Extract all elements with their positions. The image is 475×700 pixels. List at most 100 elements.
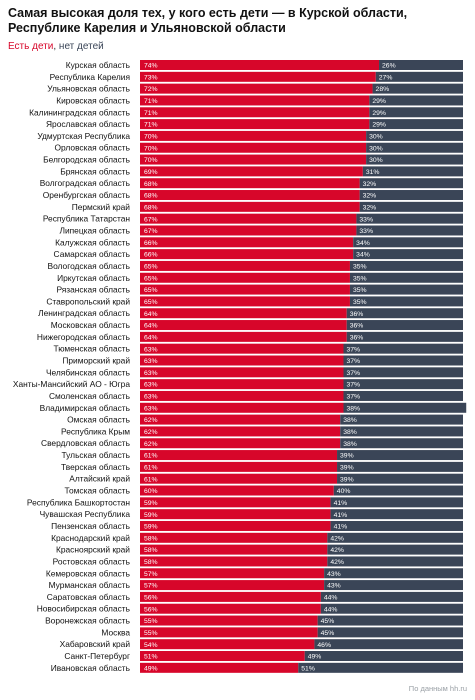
value-label-has-children: 70%: [144, 134, 158, 141]
value-label-has-children: 59%: [144, 512, 158, 519]
bar-no-children: [330, 509, 463, 520]
bar-no-children: [343, 367, 463, 378]
bar-no-children: [330, 520, 463, 531]
value-label-has-children: 65%: [144, 299, 158, 306]
bar-has-children: [140, 520, 331, 531]
bar-has-children: [140, 390, 344, 401]
value-label-no-children: 42%: [330, 535, 344, 542]
value-label-has-children: 61%: [144, 464, 158, 471]
bar-no-children: [324, 580, 463, 591]
bar-no-children: [346, 331, 463, 342]
bar-has-children: [140, 544, 328, 555]
category-label: Чувашская Республика: [40, 509, 131, 519]
bar-has-children: [140, 95, 370, 106]
bar-has-children: [140, 426, 341, 437]
value-label-no-children: 30%: [369, 145, 383, 152]
value-label-has-children: 65%: [144, 287, 158, 294]
bar-has-children: [140, 461, 338, 472]
value-label-no-children: 29%: [372, 98, 386, 105]
value-label-has-children: 60%: [144, 488, 158, 495]
legend-has-children: Есть дети: [8, 41, 54, 52]
bar-has-children: [140, 83, 373, 94]
value-label-no-children: 37%: [346, 394, 360, 401]
bar-no-children: [337, 473, 463, 484]
category-label: Рязанская область: [56, 285, 130, 295]
bar-no-children: [324, 568, 463, 579]
category-label: Брянская область: [60, 166, 130, 176]
category-label: Кировская область: [56, 95, 130, 105]
value-label-no-children: 39%: [340, 476, 354, 483]
value-label-no-children: 29%: [372, 122, 386, 129]
bar-no-children: [369, 107, 463, 118]
bar-no-children: [340, 438, 463, 449]
bar-has-children: [140, 331, 347, 342]
bar-no-children: [317, 615, 463, 626]
value-label-has-children: 65%: [144, 275, 158, 282]
category-label: Московская область: [51, 320, 131, 330]
bar-has-children: [140, 651, 305, 661]
category-label: Ульяновская область: [47, 84, 130, 94]
category-label: Пермский край: [72, 202, 131, 212]
value-label-has-children: 67%: [144, 216, 158, 223]
category-label: Волгоградская область: [40, 178, 131, 188]
category-label: Липецкая область: [59, 225, 130, 235]
value-label-no-children: 32%: [363, 193, 377, 200]
value-label-no-children: 33%: [359, 216, 373, 223]
bar-has-children: [140, 568, 325, 579]
value-label-has-children: 57%: [144, 583, 158, 590]
bar-no-children: [346, 308, 463, 319]
bar-has-children: [140, 166, 363, 177]
bar-no-children: [372, 83, 463, 94]
value-label-has-children: 66%: [144, 252, 158, 259]
value-label-has-children: 64%: [144, 311, 158, 318]
bar-no-children: [353, 237, 463, 248]
value-label-no-children: 35%: [353, 264, 367, 271]
bar-has-children: [140, 130, 367, 141]
value-label-no-children: 37%: [346, 346, 360, 353]
bar-no-children: [343, 343, 463, 354]
category-label: Тюменская область: [53, 344, 130, 354]
value-label-has-children: 59%: [144, 500, 158, 507]
category-label: Москва: [101, 627, 130, 637]
bar-no-children: [359, 190, 463, 201]
bar-has-children: [140, 343, 344, 354]
category-label: Омская область: [67, 415, 130, 425]
bar-no-children: [304, 651, 463, 661]
chart-title: Самая высокая доля тех, у кого есть дети…: [8, 6, 408, 35]
value-label-has-children: 58%: [144, 547, 158, 554]
bar-no-children: [353, 249, 463, 260]
bar-no-children: [366, 142, 463, 153]
value-label-has-children: 71%: [144, 98, 158, 105]
value-label-no-children: 36%: [350, 311, 364, 318]
bar-has-children: [140, 142, 367, 153]
value-label-has-children: 57%: [144, 571, 158, 578]
source-note: По данным hh.ru: [408, 684, 467, 693]
category-label: Ивановская область: [51, 663, 131, 673]
value-label-has-children: 67%: [144, 228, 158, 235]
value-label-no-children: 42%: [330, 559, 344, 566]
category-label: Саратовская область: [47, 592, 131, 602]
value-label-no-children: 45%: [321, 630, 335, 637]
value-label-has-children: 54%: [144, 642, 158, 649]
value-label-no-children: 45%: [321, 618, 335, 625]
bar-no-children: [343, 355, 463, 366]
bar-has-children: [140, 367, 344, 378]
value-label-no-children: 51%: [301, 665, 315, 672]
bar-has-children: [140, 237, 354, 248]
category-label: Свердловская область: [41, 438, 131, 448]
value-label-has-children: 63%: [144, 394, 158, 401]
bar-no-children: [340, 426, 463, 437]
bar-no-children: [369, 119, 463, 130]
value-label-no-children: 34%: [356, 252, 370, 259]
bar-no-children: [366, 154, 463, 165]
category-label: Курская область: [66, 60, 131, 70]
value-label-no-children: 35%: [353, 275, 367, 282]
category-label: Республика Крым: [61, 426, 130, 436]
category-label: Самарская область: [54, 249, 131, 259]
bar-no-children: [343, 390, 463, 401]
bar-no-children: [327, 556, 463, 567]
value-label-has-children: 59%: [144, 524, 158, 531]
value-label-has-children: 62%: [144, 441, 158, 448]
category-label: Ставропольский край: [46, 296, 130, 306]
bar-no-children: [337, 450, 463, 461]
